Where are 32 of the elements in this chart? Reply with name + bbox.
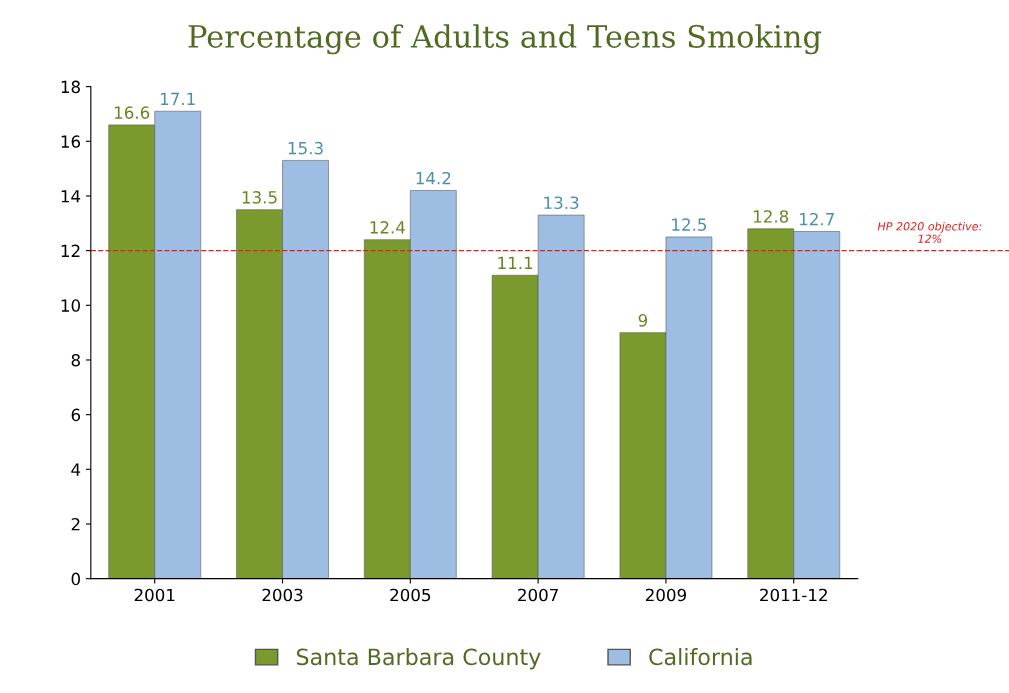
- legend-label: California: [649, 648, 752, 666]
- y-tick-label: 8: [71, 353, 80, 367]
- data-label: 12.7: [800, 212, 834, 226]
- data-label: 17.1: [160, 92, 195, 105]
- data-label: 11.1: [498, 256, 533, 269]
- y-tick-label: 6: [71, 408, 81, 422]
- x-tick-label: 2001: [134, 588, 175, 602]
- y-tick-label: 4: [71, 463, 81, 476]
- ref-line-label: HP 2020 objective: 12%: [877, 221, 982, 243]
- data-label: 15.3: [288, 141, 323, 155]
- y-tick-label: 14: [61, 190, 81, 203]
- data-label: 13.5: [242, 191, 277, 204]
- x-tick-label: 2007: [518, 588, 558, 602]
- data-label: 12.5: [672, 218, 707, 231]
- y-tick-label: 2: [71, 517, 80, 531]
- y-tick-label: 10: [61, 299, 80, 312]
- legend-label: Santa Barbara County: [296, 648, 541, 670]
- y-tick-label: 12: [61, 244, 80, 257]
- x-tick-label: 2011-12: [760, 588, 827, 602]
- y-tick-label: 0: [71, 572, 80, 586]
- y-tick-label: 18: [61, 80, 80, 94]
- x-tick-label: 2009: [645, 588, 686, 602]
- data-label: 9: [638, 314, 648, 327]
- data-label: 12.8: [754, 210, 789, 223]
- chart-title: Percentage of Adults and Teens Smoking: [188, 24, 822, 55]
- data-label: 14.2: [416, 171, 451, 185]
- y-tick-label: 16: [61, 135, 81, 148]
- data-label: 12.4: [370, 221, 405, 234]
- data-label: 13.3: [544, 196, 579, 210]
- x-tick-label: 2003: [262, 588, 303, 602]
- data-label: 16.6: [114, 106, 150, 119]
- x-tick-label: 2005: [390, 588, 431, 602]
